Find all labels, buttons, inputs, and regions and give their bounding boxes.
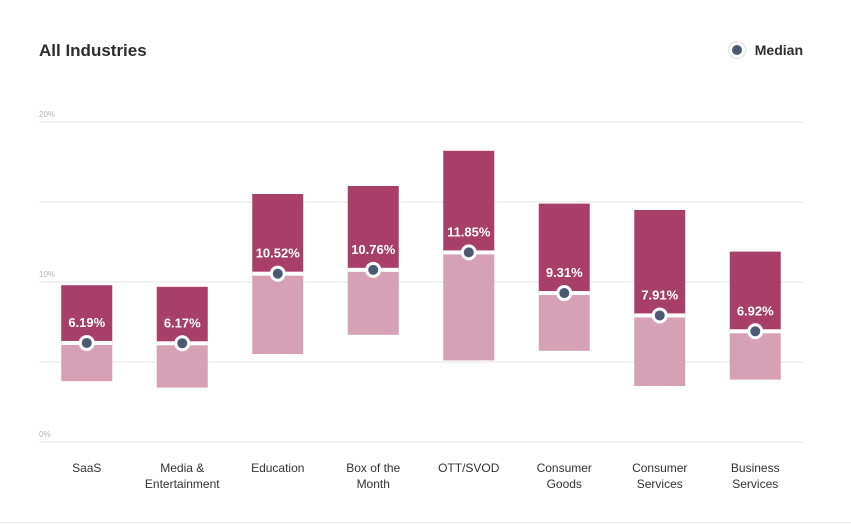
median-marker: [651, 307, 668, 324]
x-category-label: Business Services: [731, 461, 780, 491]
median-value-label: 6.92%: [737, 303, 774, 318]
median-marker: [365, 261, 382, 278]
x-category-label: Box of the Month: [346, 461, 400, 491]
bar-lower-segment: [443, 252, 495, 361]
median-marker: [460, 244, 477, 261]
legend-median-label: Median: [754, 42, 803, 58]
median-value-label: 11.85%: [447, 224, 491, 239]
median-value-label: 10.52%: [256, 246, 301, 261]
bar-upper-segment: [634, 210, 686, 316]
median-marker: [78, 334, 95, 351]
bar-upper-segment: [443, 150, 495, 253]
bar-upper-segment: [729, 251, 781, 332]
bar-lower-segment: [634, 315, 686, 386]
median-value-label: 6.17%: [164, 315, 201, 330]
x-category-label: SaaS: [72, 461, 101, 475]
bar-upper-segment: [252, 194, 304, 274]
bar-upper-segment: [538, 203, 590, 294]
x-category-label: Consumer Goods: [537, 461, 592, 491]
x-category-label: Media & Entertainment: [145, 461, 220, 491]
bottom-divider: [0, 522, 851, 523]
median-value-label: 6.19%: [68, 315, 105, 330]
median-value-label: 9.31%: [546, 265, 583, 280]
median-marker: [747, 323, 764, 340]
x-category-label: Consumer Services: [632, 461, 687, 491]
bar-lower-segment: [538, 293, 590, 351]
median-value-label: 10.76%: [351, 242, 396, 257]
chart-title: All Industries: [39, 41, 147, 60]
median-marker: [556, 285, 573, 302]
median-marker: [269, 265, 286, 282]
median-value-label: 7.91%: [641, 287, 678, 302]
y-tick-label: 10%: [39, 270, 55, 279]
x-category-label: OTT/SVOD: [438, 461, 500, 475]
y-tick-label: 20%: [39, 110, 55, 119]
bar-lower-segment: [252, 273, 304, 354]
y-tick-label: 0%: [39, 430, 51, 439]
bar-lower-segment: [347, 269, 399, 335]
bar-lower-segment: [729, 331, 781, 380]
bar-upper-segment: [156, 286, 208, 344]
median-marker: [174, 335, 191, 352]
bar-upper-segment: [347, 186, 399, 270]
bar-upper-segment: [61, 285, 113, 343]
median-marker-icon: [728, 42, 745, 58]
legend: Median: [728, 42, 803, 58]
x-category-label: Education: [251, 461, 304, 475]
